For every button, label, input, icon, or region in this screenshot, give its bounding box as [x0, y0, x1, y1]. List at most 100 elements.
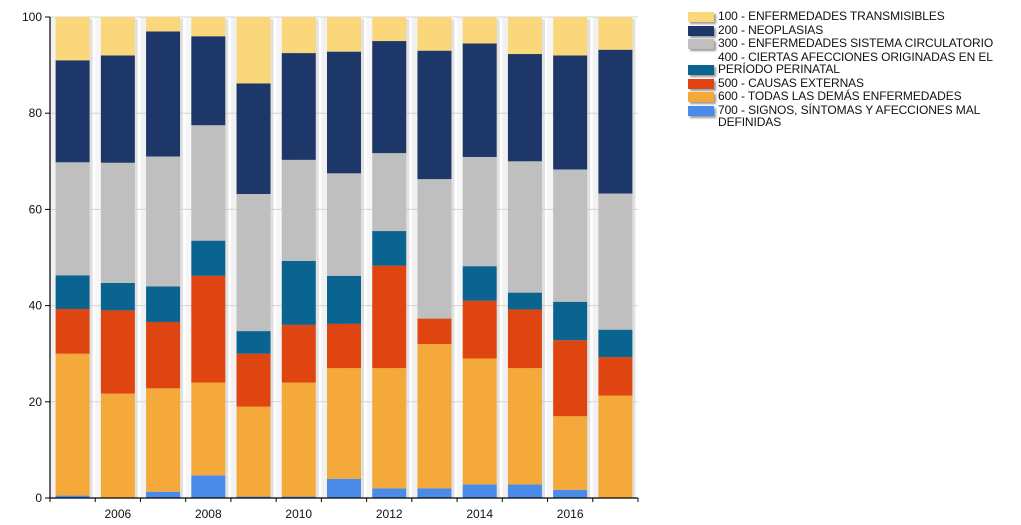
- bar-segment: [327, 17, 361, 52]
- bar-segment: [327, 478, 361, 498]
- bar-segment: [507, 17, 542, 55]
- bar-segment: [553, 489, 588, 498]
- legend-label: 700 - SIGNOS, SÍNTOMAS Y AFECCIONES MAL …: [718, 102, 980, 129]
- bar-segment: [281, 324, 316, 383]
- legend-label: 200 - NEOPLASIAS: [718, 22, 824, 37]
- y-tick-label: 60: [29, 202, 43, 216]
- bar-segment: [372, 265, 407, 369]
- bar-segment: [598, 49, 633, 194]
- bar-segment: [553, 169, 588, 302]
- y-tick-label: 80: [29, 106, 43, 120]
- legend-item: 500 - CAUSAS EXTERNAS: [688, 75, 1018, 90]
- bar-segment: [191, 125, 226, 241]
- bar-segment: [462, 358, 497, 485]
- x-tick-label: 2012: [376, 507, 403, 521]
- bar-segment: [281, 17, 316, 54]
- legend-label: 500 - CAUSAS EXTERNAS: [718, 75, 864, 90]
- bar-segment: [553, 17, 588, 56]
- y-tick-label: 40: [29, 299, 43, 313]
- bar-segment: [417, 50, 452, 180]
- bar-segment: [372, 231, 407, 266]
- bar-segment: [327, 275, 361, 324]
- legend-swatch: [688, 78, 714, 89]
- legend-swatch: [688, 39, 714, 49]
- bar-segment: [281, 260, 316, 325]
- bar-segment: [372, 17, 407, 42]
- bar-segment: [236, 83, 271, 195]
- legend-label: 400 - CIERTAS AFECCIONES ORIGINADAS EN E…: [718, 49, 993, 76]
- bars: [55, 17, 636, 498]
- bar-segment: [281, 382, 316, 497]
- bar-segment: [462, 300, 497, 359]
- bar-segment: [191, 36, 226, 126]
- bar-segment: [55, 495, 90, 498]
- y-tick-label: 20: [29, 395, 43, 409]
- bar-segment: [100, 17, 135, 56]
- legend-item: 400 - CIERTAS AFECCIONES ORIGINADAS EN E…: [688, 49, 1018, 76]
- bar-segment: [146, 321, 181, 389]
- bar-segment: [507, 292, 542, 310]
- x-tick-label: 2016: [557, 507, 584, 521]
- y-tick-label: 100: [22, 10, 42, 24]
- bar-segment: [417, 344, 452, 489]
- legend-label: 600 - TODAS LAS DEMÁS ENFERMEDADES: [718, 89, 962, 103]
- x-tick-label: 2006: [104, 507, 131, 521]
- legend-label: 100 - ENFERMEDADES TRANSMISIBLES: [718, 9, 945, 23]
- bar-segment: [281, 159, 316, 261]
- legend-item: 300 - ENFERMEDADES SISTEMA CIRCULATORIO: [688, 37, 1018, 50]
- bar-segment: [146, 31, 181, 157]
- legend: 100 - ENFERMEDADES TRANSMISIBLES 200 - N…: [688, 10, 1018, 130]
- bar-segment: [327, 173, 361, 276]
- y-tick-label: 0: [35, 491, 42, 505]
- bar-segment: [281, 496, 316, 498]
- legend-swatch: [688, 25, 714, 36]
- bar-segment: [191, 382, 226, 476]
- bar-segment: [372, 41, 407, 154]
- legend-swatch: [688, 64, 714, 75]
- bar-segment: [462, 43, 497, 157]
- bar-segment: [191, 240, 226, 276]
- bar-segment: [100, 282, 135, 311]
- bar-segment: [236, 496, 271, 498]
- bar-segment: [417, 318, 452, 345]
- bar-segment: [191, 17, 226, 37]
- bar-segment: [146, 286, 181, 322]
- bar-segment: [55, 60, 90, 163]
- bar-segment: [55, 308, 90, 354]
- x-tick-label: 2014: [466, 507, 493, 521]
- bar-segment: [598, 395, 633, 498]
- legend-item: 600 - TODAS LAS DEMÁS ENFERMEDADES: [688, 90, 1018, 103]
- bar-segment: [100, 55, 135, 163]
- bar-segment: [553, 301, 588, 341]
- legend-label: 300 - ENFERMEDADES SISTEMA CIRCULATORIO: [718, 36, 994, 50]
- bar-segment: [598, 17, 633, 50]
- bar-segment: [417, 488, 452, 498]
- bar-segment: [100, 162, 135, 283]
- bar-segment: [146, 388, 181, 492]
- bar-segment: [100, 310, 135, 394]
- bar-segment: [462, 17, 497, 44]
- bar-segment: [507, 309, 542, 369]
- bar-segment: [372, 488, 407, 498]
- bar-segment: [417, 17, 452, 51]
- bar-segment: [417, 179, 452, 319]
- bar-segment: [100, 393, 135, 498]
- legend-item: 700 - SIGNOS, SÍNTOMAS Y AFECCIONES MAL …: [688, 102, 1018, 129]
- bar-segment: [281, 53, 316, 160]
- legend-item: 100 - ENFERMEDADES TRANSMISIBLES: [688, 10, 1018, 23]
- bar-segment: [462, 266, 497, 301]
- bar-segment: [327, 323, 361, 369]
- bar-segment: [236, 331, 271, 354]
- bar-segment: [55, 17, 90, 61]
- bar-segment: [236, 406, 271, 497]
- bar-segment: [372, 153, 407, 232]
- legend-item: 200 - NEOPLASIAS: [688, 22, 1018, 37]
- bar-segment: [55, 162, 90, 276]
- bar-segment: [507, 368, 542, 485]
- axes: 0 20 40 60 80 100 2006 2008 2010 2012 2014 2016: [22, 10, 639, 521]
- bar-segment: [507, 161, 542, 293]
- bar-segment: [191, 475, 226, 498]
- bar-segment: [146, 156, 181, 287]
- bar-segment: [462, 484, 497, 498]
